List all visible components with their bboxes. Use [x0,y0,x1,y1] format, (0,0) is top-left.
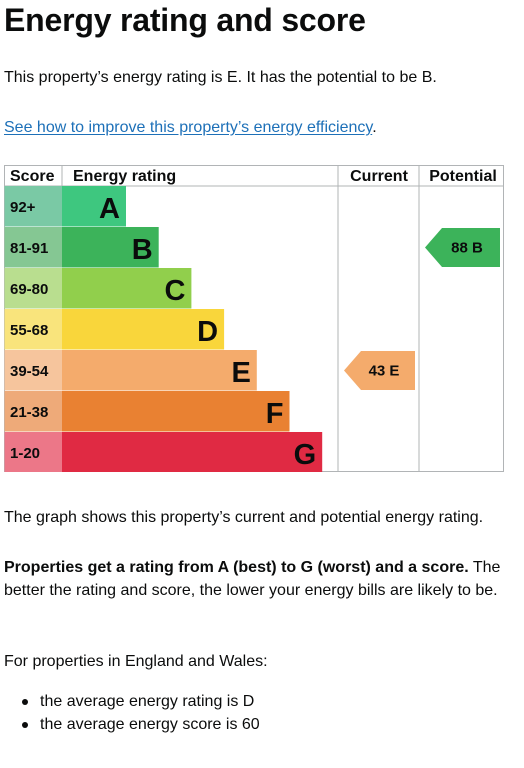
current-rating-arrow [344,351,415,390]
band-bar-d [62,309,225,350]
rating-summary: This property’s energy rating is E. It h… [4,69,437,86]
bullet-icon [22,722,28,728]
ratings-explanation-rest: The better the rating and score, the low… [4,559,501,599]
potential-rating-arrow [425,228,500,267]
score-range-a: 92+ [10,199,36,216]
improve-paragraph: See how to improve this property’s energ… [4,116,377,139]
band-letter-d: D [197,316,218,348]
header-energy-rating: Energy rating [73,168,176,185]
list-item: the average energy rating is D [4,690,260,713]
score-range-f: 21-38 [10,404,48,421]
average-score-item: the average energy score is 60 [40,716,260,733]
score-cell-c [4,268,62,309]
ratings-explanation: Properties get a rating from A (best) to… [4,556,509,602]
band-letter-a: A [99,193,120,225]
region-intro: For properties in England and Wales: [4,653,268,670]
link-suffix: . [372,119,377,136]
score-range-g: 1-20 [10,445,40,462]
list-item: the average energy score is 60 [4,713,260,736]
score-cell-b [4,227,62,268]
header-current: Current [350,168,408,185]
score-cell-g [4,432,62,472]
score-cell-d [4,309,62,350]
score-range-b: 81-91 [10,240,48,257]
energy-rating-chart: Score Energy rating Current Potential 92+ A 81… [4,165,504,472]
score-cell-a [4,186,62,227]
band-letter-e: E [231,357,250,389]
band-bar-e [62,350,257,391]
band-letter-c: C [164,275,185,307]
score-cell-e [4,350,62,391]
band-bar-c [62,268,192,309]
average-rating-item: the average energy rating is D [40,693,255,710]
ratings-explanation-bold: Properties get a rating from A (best) to… [4,559,469,576]
band-bar-f [62,391,290,432]
band-letter-f: F [266,398,284,430]
band-letter-b: B [132,234,153,266]
header-potential: Potential [429,168,497,185]
score-cell-f [4,391,62,432]
average-list: the average energy rating is D the avera… [4,690,260,736]
page-title: Energy rating and score [4,2,366,38]
score-range-e: 39-54 [10,363,49,380]
epc-graph-svg: Score Energy rating Current Potential 92+ A 81… [4,165,504,472]
band-bar-b [62,227,159,268]
potential-rating-label: 88 B [451,240,483,257]
band-bar-g [62,432,323,472]
bullet-icon [22,699,28,705]
improve-efficiency-link[interactable]: See how to improve this property’s energ… [4,119,373,136]
graph-description: The graph shows this property’s current … [4,509,484,526]
current-rating-label: 43 E [369,363,400,380]
score-range-c: 69-80 [10,281,48,298]
header-score: Score [10,168,55,185]
band-letter-g: G [294,439,317,471]
score-range-d: 55-68 [10,322,48,339]
band-bar-a [62,186,126,227]
